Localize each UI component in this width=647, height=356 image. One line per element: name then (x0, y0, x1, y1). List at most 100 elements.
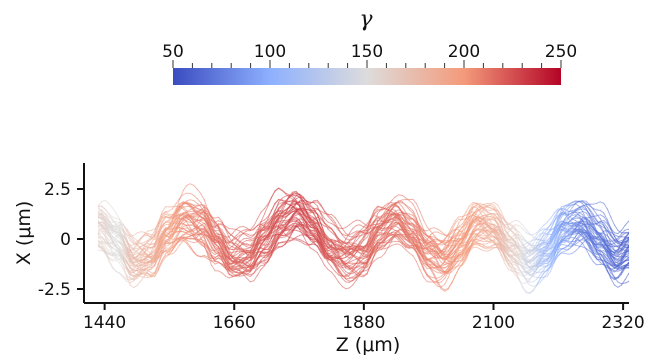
trajectory-segment (98, 221, 99, 223)
trajectory-segment (122, 244, 128, 254)
trajectory-segment (210, 242, 216, 249)
trajectory-segment (345, 278, 350, 282)
trajectory-segment (422, 268, 428, 276)
trajectory-segment (281, 223, 286, 226)
trajectory-segment (136, 273, 142, 276)
trajectory-segment (461, 256, 467, 262)
trajectory-segment (359, 249, 364, 252)
trajectory-segment (476, 246, 481, 250)
trajectory-segment (88, 228, 92, 231)
trajectory-segment (525, 268, 530, 273)
trajectory-segment (143, 259, 149, 262)
trajectory-segment (415, 247, 421, 258)
trajectory-segment (232, 265, 237, 268)
trajectory-curves (88, 183, 629, 295)
trajectory-segment (617, 268, 622, 271)
trajectory-segment (461, 254, 467, 259)
trajectory-segment (476, 233, 481, 236)
trajectory-segment (214, 261, 219, 263)
trajectory-segment (91, 238, 95, 240)
trajectory-segment (419, 258, 425, 268)
trajectory-segment (564, 227, 569, 231)
trajectory-segment (592, 249, 598, 254)
trajectory-segment (437, 281, 442, 284)
trajectory-segment (603, 257, 608, 266)
trajectory-segment (394, 229, 400, 234)
trajectory-segment (377, 235, 382, 242)
trajectory-segment (203, 237, 209, 246)
trajectory-segment (617, 281, 622, 285)
trajectory-segment (419, 256, 425, 265)
trajectory-segment (104, 248, 110, 255)
trajectory-segment (98, 230, 103, 234)
trajectory-segment (575, 216, 580, 218)
trajectory-segment (161, 253, 167, 261)
trajectory-segment (599, 233, 605, 239)
trajectory-segment (165, 244, 170, 248)
trajectory-segment (352, 275, 357, 281)
trajectory-segment (600, 259, 605, 261)
trajectory-segment (140, 265, 145, 270)
trajectory-segment (88, 200, 92, 207)
trajectory-segment (521, 287, 527, 294)
trajectory-segment (500, 246, 506, 257)
trajectory-segment (359, 268, 364, 275)
trajectory-segment (98, 235, 99, 237)
trajectory-segment (306, 230, 311, 234)
trajectory-segment (348, 266, 354, 268)
trajectory-segment (115, 258, 120, 264)
trajectory-segment (98, 232, 103, 238)
trajectory-segment (525, 292, 530, 295)
trajectory-segment (546, 259, 552, 264)
trajectory-segment (468, 233, 474, 240)
trajectory-segment (355, 261, 361, 268)
trajectory-segment (125, 275, 131, 286)
trajectory-segment (543, 275, 548, 278)
trajectory-segment (140, 275, 145, 282)
trajectory-segment (115, 238, 120, 243)
trajectory-segment (610, 276, 615, 281)
trajectory-segment (204, 254, 209, 258)
trajectory-segment (493, 225, 499, 230)
trajectory-segment (299, 214, 304, 222)
trajectory-segment (437, 278, 442, 282)
trajectory-segment (122, 275, 128, 280)
trajectory-segment (398, 232, 403, 237)
trajectory-segment (88, 224, 92, 229)
trajectory-segment (239, 265, 244, 268)
trajectory-segment (316, 241, 322, 249)
trajectory-segment (624, 250, 629, 256)
trajectory-segment (225, 264, 230, 270)
trajectory-segment (401, 243, 407, 249)
trajectory-segment (362, 263, 368, 272)
trajectory-segment (338, 268, 343, 276)
trajectory-segment (341, 256, 347, 260)
trajectory-segment (391, 232, 396, 239)
trajectory-segment (610, 264, 615, 269)
trajectory-segment (221, 245, 227, 255)
trajectory-segment (168, 233, 173, 238)
trajectory-segment (193, 241, 198, 244)
trajectory-segment (440, 277, 446, 283)
trajectory-segment (285, 222, 290, 229)
trajectory-segment (624, 281, 629, 284)
trajectory-segment (454, 260, 460, 266)
trajectory-segment (88, 218, 92, 220)
trajectory-segment (88, 219, 92, 226)
trajectory-segment (125, 262, 131, 269)
trajectory-segment (218, 257, 223, 261)
trajectory-segment (539, 277, 545, 283)
trajectory-segment (98, 238, 99, 241)
trajectory-segment (532, 253, 538, 258)
trajectory-segment (454, 267, 460, 276)
trajectory-segment (200, 237, 205, 246)
trajectory-segment (324, 264, 329, 271)
trajectory-segment (610, 272, 615, 279)
trajectory-segment (161, 247, 166, 252)
trajectory-segment (483, 243, 488, 245)
trajectory-segment (486, 232, 492, 236)
trajectory-segment (610, 268, 615, 270)
trajectory-segment (455, 265, 460, 268)
trajectory-segment (91, 234, 95, 235)
trajectory-segment (589, 243, 594, 249)
